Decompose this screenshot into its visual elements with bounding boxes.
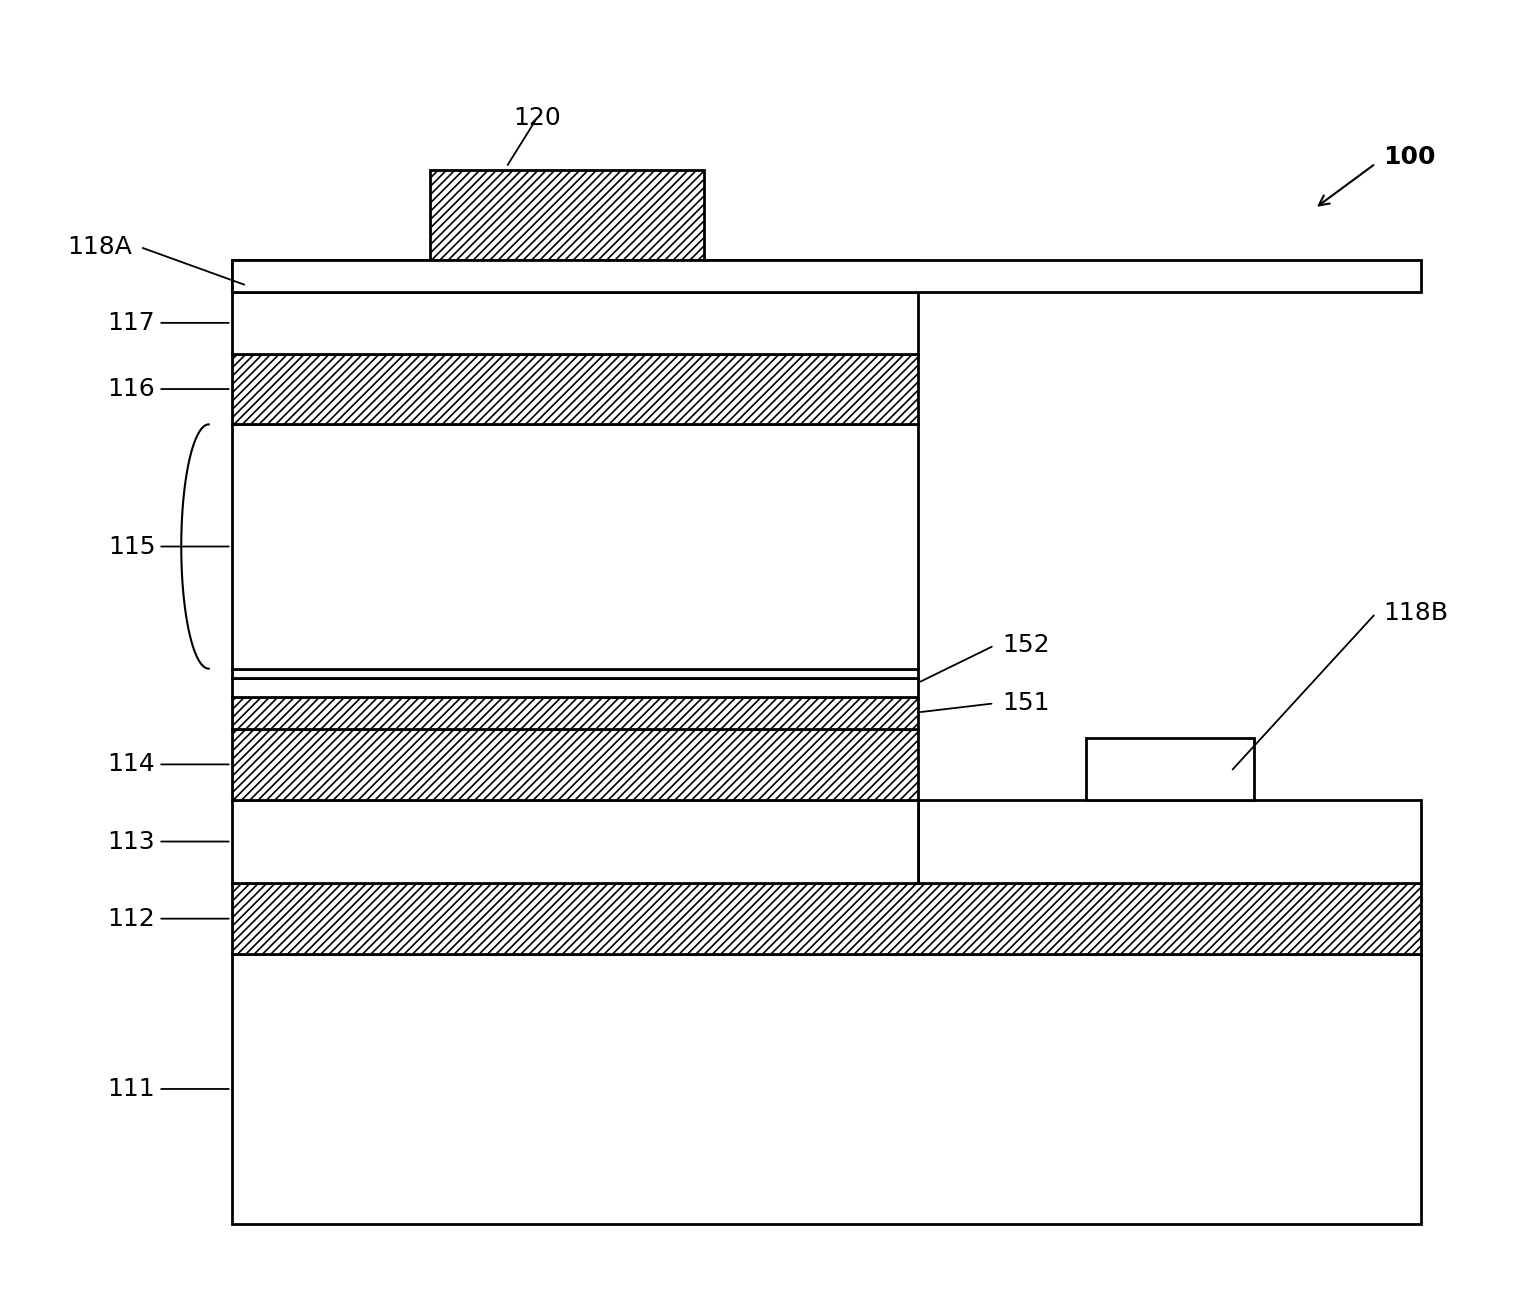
- Text: 112: 112: [107, 906, 155, 931]
- Bar: [231, 259, 1421, 292]
- Text: 115: 115: [107, 534, 155, 559]
- Bar: [1085, 738, 1254, 799]
- Bar: [231, 883, 1421, 954]
- Bar: [231, 354, 919, 425]
- Bar: [231, 425, 919, 669]
- Bar: [231, 669, 919, 678]
- Bar: [231, 729, 919, 799]
- Bar: [231, 697, 919, 729]
- Text: 151: 151: [1001, 692, 1049, 715]
- Text: 114: 114: [107, 753, 155, 776]
- Bar: [231, 799, 919, 883]
- Text: 118A: 118A: [67, 235, 133, 259]
- Text: 116: 116: [107, 377, 155, 402]
- Text: 120: 120: [513, 106, 560, 130]
- Bar: [231, 678, 919, 697]
- Text: 100: 100: [1384, 145, 1436, 169]
- Bar: [231, 954, 1421, 1224]
- Text: 113: 113: [107, 830, 155, 853]
- Text: 117: 117: [107, 311, 155, 334]
- Bar: [430, 170, 704, 259]
- Text: 111: 111: [107, 1077, 155, 1101]
- Bar: [231, 292, 919, 354]
- Bar: [919, 799, 1421, 883]
- Text: 152: 152: [1001, 634, 1050, 657]
- Bar: [231, 259, 919, 292]
- Text: 118B: 118B: [1384, 602, 1448, 625]
